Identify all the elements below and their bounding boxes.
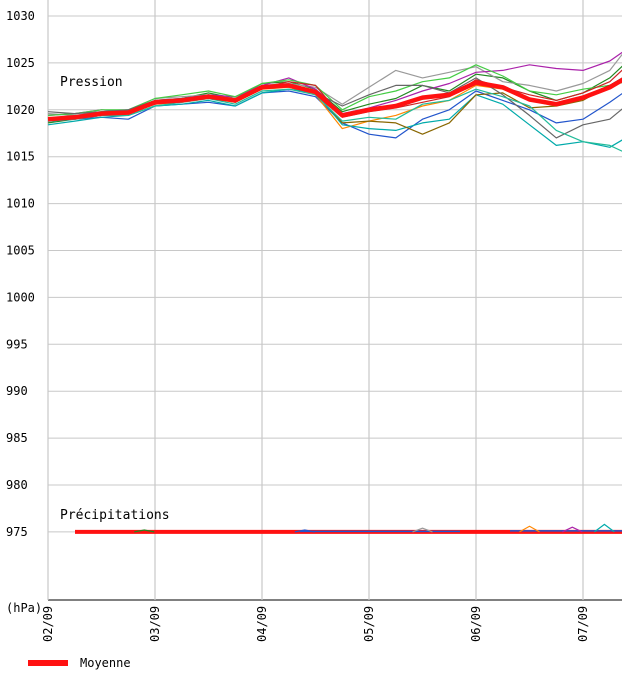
y-tick-label: 1025 — [6, 56, 35, 70]
precip-bump — [412, 527, 433, 533]
legend-swatch-mean — [28, 660, 68, 666]
y-tick-label: 1030 — [6, 9, 35, 23]
member-line — [47, 88, 622, 148]
precipitation-series — [75, 523, 622, 534]
precip-bump — [519, 525, 540, 533]
x-axis-ticks: 02/09 03/09 04/09 05/09 06/09 07/09 — [41, 606, 590, 642]
y-tick-label: 995 — [6, 337, 28, 351]
mean-line — [47, 77, 622, 122]
member-line — [47, 64, 622, 116]
legend: Moyenne — [28, 654, 131, 672]
x-tick-label: 07/09 — [576, 606, 590, 642]
y-tick-label: 975 — [6, 525, 28, 539]
mean-series — [47, 77, 622, 122]
precip-bump — [562, 526, 583, 533]
precipitation-label: Précipitations — [60, 508, 170, 523]
y-tick-label: 1020 — [6, 103, 35, 117]
unit-label: (hPa) — [6, 601, 42, 615]
precip-bump — [134, 529, 155, 533]
y-tick-label: 1015 — [6, 150, 35, 164]
y-tick-label: 985 — [6, 431, 28, 445]
x-tick-label: 03/09 — [148, 606, 162, 642]
y-tick-label: 990 — [6, 384, 28, 398]
y-tick-label: 1010 — [6, 197, 35, 211]
legend-label-mean: Moyenne — [80, 656, 131, 670]
pressure-label: Pression — [60, 75, 123, 90]
y-axis-ticks: 1030 1025 1020 1015 1010 1005 1000 995 990 985 980… — [6, 9, 35, 539]
x-tick-label: 05/09 — [362, 606, 376, 642]
x-tick-label: 02/09 — [41, 606, 55, 642]
y-tick-label: 1000 — [6, 290, 35, 304]
precip-bump — [294, 529, 315, 533]
y-tick-label: 1005 — [6, 244, 35, 258]
x-tick-label: 04/09 — [255, 606, 269, 642]
member-line — [47, 88, 622, 152]
precip-bump — [594, 523, 615, 533]
x-tick-label: 06/09 — [469, 606, 483, 642]
y-tick-label: 980 — [6, 478, 28, 492]
